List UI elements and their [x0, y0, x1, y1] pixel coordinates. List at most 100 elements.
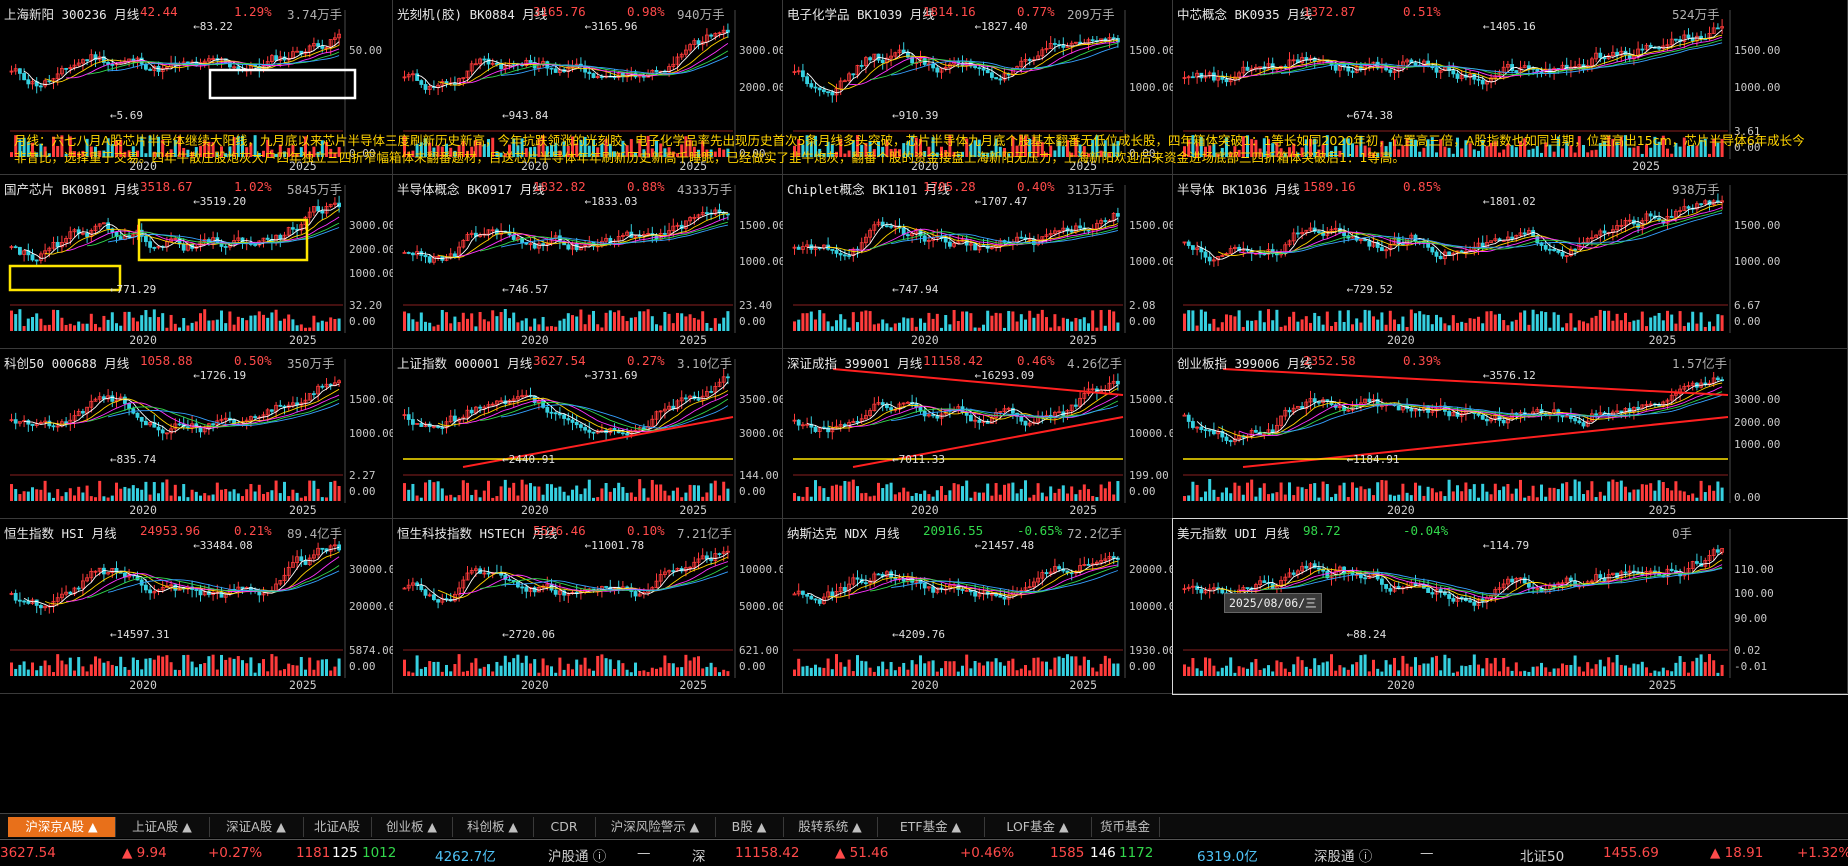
price-axis-label: 110.00	[1734, 563, 1774, 576]
change-percent: 0.77%	[1017, 4, 1055, 19]
market-tab[interactable]: 北证A股	[303, 817, 372, 837]
change-percent: 0.85%	[1403, 179, 1441, 194]
panel-header: 纳斯达克 NDX 月线 20916.55 -0.65% 72.2亿手	[787, 523, 1169, 541]
status-field: 3627.54	[0, 845, 56, 861]
volume-axis-label: 0.00	[1129, 147, 1156, 160]
last-price: 98.72	[1303, 523, 1341, 538]
year-axis-label: 2020	[911, 503, 939, 517]
chart-panel-0[interactable]: 上海新阳 300236 月线 42.44 1.29% 3.74万手 ←83.22 ←5.6…	[0, 0, 393, 175]
high-annotation: ←16293.09	[974, 369, 1035, 382]
market-tab[interactable]: 上证A股 ▲	[115, 817, 210, 837]
last-price: 5526.46	[533, 523, 586, 538]
volume-axis-label: 0.00	[1734, 491, 1761, 504]
instrument-name: 深证成指 399001 月线	[787, 356, 923, 371]
market-tab[interactable]: 科创板 ▲	[452, 817, 534, 837]
chart-panel-10[interactable]: 深证成指 399001 月线 11158.42 0.46% 4.26亿手 ←16293.…	[783, 349, 1173, 519]
market-tab[interactable]: ETF基金 ▲	[877, 817, 985, 837]
volume-axis-label: 0.00	[1734, 141, 1761, 154]
low-annotation: ←1184.91	[1346, 453, 1400, 466]
price-axis-label: 1000.00	[1734, 438, 1781, 452]
volume-axis-label: 2.08	[1129, 299, 1156, 312]
panel-header: 恒生科技指数 HSTECH 月线 5526.46 0.10% 7.21亿手	[397, 523, 779, 541]
chart-panel-6[interactable]: Chiplet概念 BK1101 月线 1705.28 0.40% 313万手 ←170…	[783, 175, 1173, 349]
last-price: 2352.58	[1303, 353, 1356, 368]
low-annotation: ←4209.76	[892, 628, 945, 641]
chart-panel-8[interactable]: 科创50 000688 月线 1058.88 0.50% 350万手 ←1726.19 ←…	[0, 349, 393, 519]
instrument-name: 恒生指数 HSI 月线	[4, 526, 117, 541]
market-tab[interactable]: LOF基金 ▲	[984, 817, 1092, 837]
index-status-bar: 3627.54 ▲ 9.94 +0.27% 1181 125 1012 4262.7亿 沪股通…	[0, 839, 1848, 866]
market-tab[interactable]: 深证A股 ▲	[209, 817, 304, 837]
analysis-note: 月线：六七八月A股芯片半导体继续大阳线，九月底以来芯片半导体三度刷新历史新高，今…	[14, 133, 1805, 165]
chart-panel-3[interactable]: 中芯概念 BK0935 月线 1372.87 0.51% 524万手 ←1405.16 ←…	[1173, 0, 1848, 175]
chart-panel-1[interactable]: 光刻机(胶) BK0884 月线 3165.76 0.98% 940万手 ←3165.9…	[393, 0, 783, 175]
change-percent: 0.98%	[627, 4, 665, 19]
high-annotation: ←3165.96	[584, 20, 638, 33]
kline-chart	[1173, 349, 1848, 519]
kline-chart	[1173, 0, 1848, 175]
price-axis-label: 15000.00	[1129, 393, 1173, 406]
year-axis-label: 2020	[911, 678, 939, 692]
last-price: 24953.96	[140, 523, 201, 538]
volume-axis-label: 0.00	[1129, 485, 1156, 498]
low-annotation: ←943.84	[502, 109, 549, 122]
change-percent: 0.10%	[627, 523, 665, 538]
chart-panel-2[interactable]: 电子化学品 BK1039 月线 1814.16 0.77% 209万手 ←1827.40…	[783, 0, 1173, 175]
low-annotation: ←747.94	[892, 283, 939, 296]
market-tab[interactable]: 股转系统 ▲	[783, 817, 878, 837]
market-tab[interactable]: 沪深京A股 ▲	[8, 817, 116, 837]
instrument-name: 半导体 BK1036 月线	[1177, 182, 1300, 197]
consolidation-box	[208, 68, 357, 100]
market-tab[interactable]: B股 ▲	[715, 817, 784, 837]
volume-label: 313万手	[1067, 182, 1115, 197]
low-annotation: ←729.52	[1346, 283, 1393, 296]
high-annotation: ←33484.08	[193, 539, 253, 552]
market-tab[interactable]: CDR	[533, 817, 596, 837]
last-price: 1372.87	[1303, 4, 1356, 19]
year-axis-label: 2020	[521, 159, 549, 173]
price-axis-label: 20000.0	[1129, 563, 1173, 576]
change-percent: -0.04%	[1403, 523, 1449, 538]
market-tab[interactable]: 货币基金	[1091, 817, 1160, 837]
high-annotation: ←3731.69	[584, 369, 638, 382]
status-field: 146	[1090, 845, 1116, 861]
market-tab[interactable]: 创业板 ▲	[371, 817, 453, 837]
year-axis-label: 2025	[1069, 503, 1098, 517]
chart-panel-13[interactable]: 恒生科技指数 HSTECH 月线 5526.46 0.10% 7.21亿手 ←11001…	[393, 519, 783, 694]
chart-panel-14[interactable]: 纳斯达克 NDX 月线 20916.55 -0.65% 72.2亿手 ←21457.48…	[783, 519, 1173, 694]
status-field: ▲ 9.94	[122, 845, 167, 861]
chart-panel-7[interactable]: 半导体 BK1036 月线 1589.16 0.85% 938万手 ←1801.02 ←7…	[1173, 175, 1848, 349]
year-axis-label: 2020	[129, 678, 157, 692]
chart-panel-15[interactable]: 美元指数 UDI 月线 98.72 -0.04% 0手 ←114.79 ←88.24 110…	[1172, 518, 1848, 695]
price-axis-label: 1500.00	[1734, 219, 1781, 232]
instrument-name: 纳斯达克 NDX 月线	[787, 526, 900, 541]
market-tab-bar: 沪深京A股 ▲ 上证A股 ▲ 深证A股 ▲ 北证A股 创业板 ▲ 科创板 ▲ CDR 沪深风险…	[0, 813, 1848, 838]
low-annotation: ←835.74	[109, 453, 157, 466]
volume-axis-label: 0.00	[739, 147, 766, 160]
chart-panel-9[interactable]: 上证指数 000001 月线 3627.54 0.27% 3.10亿手 ←3731.69…	[393, 349, 783, 519]
volume-label: 72.2亿手	[1067, 526, 1123, 541]
year-axis-label: 2020	[1387, 333, 1415, 347]
status-field: 4262.7亿	[435, 849, 496, 865]
status-field[interactable]: 沪股通 ⓘ	[548, 849, 607, 865]
last-price: 1832.82	[533, 179, 586, 194]
status-field[interactable]: 深股通 ⓘ	[1314, 849, 1373, 865]
panel-header: 中芯概念 BK0935 月线 1372.87 0.51% 524万手	[1177, 4, 1844, 22]
last-price: 3518.67	[140, 179, 193, 194]
instrument-name: 美元指数 UDI 月线	[1177, 526, 1290, 541]
chart-panel-4[interactable]: 国产芯片 BK0891 月线 3518.67 1.02% 5845万手 ←3519.20…	[0, 175, 393, 349]
status-field: +1.32%	[1797, 845, 1848, 861]
volume-axis-label: 0.00	[739, 485, 766, 498]
chart-panel-5[interactable]: 半导体概念 BK0917 月线 1832.82 0.88% 4333万手 ←1833.0…	[393, 175, 783, 349]
chart-grid: 上海新阳 300236 月线 42.44 1.29% 3.74万手 ←83.22 ←5.6…	[0, 0, 1848, 695]
market-tab[interactable]: 沪深风险警示 ▲	[595, 817, 716, 837]
kline-chart	[0, 175, 393, 349]
high-annotation: ←83.22	[193, 20, 233, 33]
panel-header: 科创50 000688 月线 1058.88 0.50% 350万手	[4, 353, 389, 371]
high-annotation: ←1801.02	[1482, 195, 1536, 208]
kline-chart	[0, 519, 393, 694]
volume-label: 350万手	[287, 356, 335, 371]
chart-panel-12[interactable]: 恒生指数 HSI 月线 24953.96 0.21% 89.4亿手 ←33484.08 ←…	[0, 519, 393, 694]
low-annotation: ←2440.91	[502, 453, 555, 466]
chart-panel-11[interactable]: 创业板指 399006 月线 2352.58 0.39% 1.57亿手 ←3576.12…	[1173, 349, 1848, 519]
